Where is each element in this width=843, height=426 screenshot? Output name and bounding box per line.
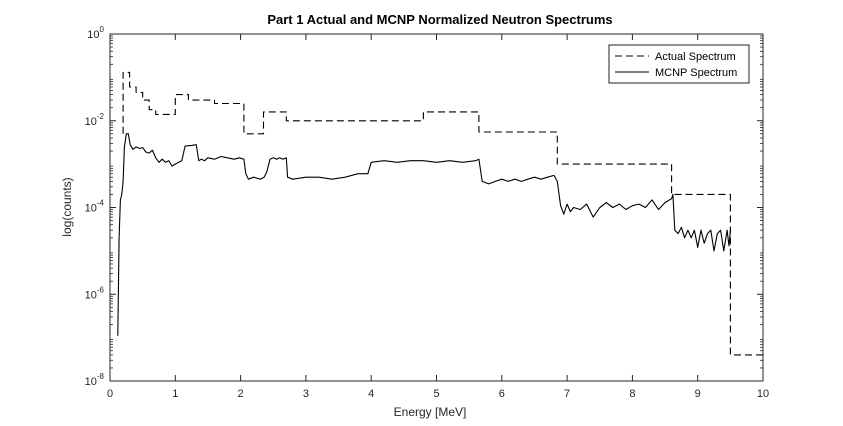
series-line-mcnp-spectrum: [117, 133, 731, 336]
x-tick-label: 9: [695, 388, 701, 400]
y-tick-label-base: 10: [87, 29, 99, 41]
x-tick-label: 8: [629, 388, 635, 400]
x-tick-label: 10: [757, 388, 769, 400]
y-tick-label-exponent: -2: [97, 112, 105, 121]
series-line-actual-spectrum: [122, 71, 763, 356]
legend-label-mcnp-spectrum: MCNP Spectrum: [655, 67, 737, 79]
x-tick-label: 2: [238, 388, 244, 400]
y-tick-label: 10-4: [85, 199, 105, 215]
x-tick-label: 5: [433, 388, 439, 400]
series-layer: [117, 71, 763, 356]
legend: Actual Spectrum MCNP Spectrum: [608, 44, 750, 84]
x-tick-label: 3: [303, 388, 309, 400]
y-tick-label: 100: [87, 25, 104, 41]
y-tick-label-exponent: -4: [97, 199, 105, 208]
y-tick-label-exponent: 0: [100, 25, 105, 34]
plot-area: [109, 33, 764, 382]
x-tick-label: 6: [499, 388, 505, 400]
y-tick-label-exponent: -8: [97, 372, 105, 381]
y-tick-label: 10-6: [85, 285, 105, 301]
y-tick-label: 10-8: [85, 372, 105, 388]
x-tick-label: 7: [564, 388, 570, 400]
x-tick-label: 1: [172, 388, 178, 400]
y-tick-label-base: 10: [85, 289, 97, 301]
y-axis-label: log(counts): [60, 177, 74, 236]
x-tick-label: 4: [368, 388, 374, 400]
x-axis-ticks: 0 1 2 3 4 5 6 7 8 9 10: [107, 34, 769, 400]
y-tick-label-base: 10: [85, 203, 97, 215]
y-tick-label-base: 10: [85, 116, 97, 128]
y-tick-label-exponent: -6: [97, 285, 105, 294]
x-tick-label: 0: [107, 388, 113, 400]
y-tick-label: 10-2: [85, 112, 105, 128]
y-tick-label-base: 10: [85, 376, 97, 388]
x-axis-label: Energy [MeV]: [394, 405, 467, 419]
legend-box: [608, 44, 750, 84]
chart-title: Part 1 Actual and MCNP Normalized Neutro…: [267, 12, 612, 27]
legend-label-actual-spectrum: Actual Spectrum: [655, 51, 736, 63]
